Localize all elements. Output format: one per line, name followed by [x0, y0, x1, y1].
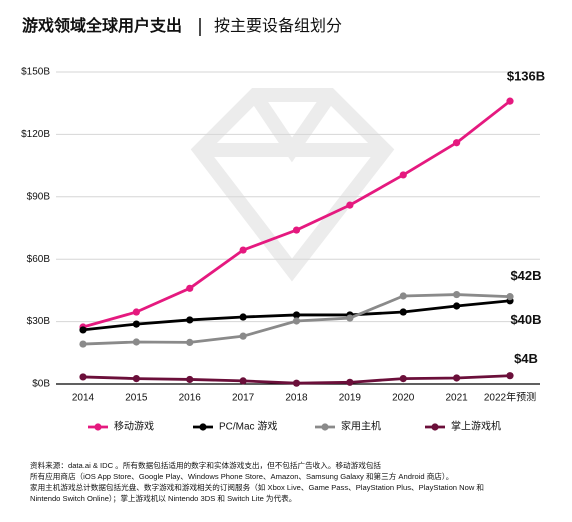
legend-item: 家用主机: [315, 420, 381, 433]
x-tick-label: 2016: [179, 393, 202, 404]
x-tick-label: 2020: [392, 393, 415, 404]
data-point: [346, 201, 354, 209]
legend-item: 移动游戏: [88, 420, 154, 433]
legend-label: 家用主机: [341, 420, 381, 433]
data-point: [239, 313, 247, 321]
footnote: Nintendo Switch Online）；掌上游戏机以 Nintendo …: [30, 493, 296, 503]
data-point: [239, 332, 247, 340]
chart-title: 游戏领域全球用户支出: [22, 16, 182, 35]
data-point: [292, 311, 301, 319]
legend-label: 移动游戏: [114, 420, 154, 433]
data-point: [346, 378, 354, 386]
data-point: [292, 226, 301, 234]
data-point: [186, 375, 194, 384]
legend-marker: [199, 423, 207, 431]
data-point: [453, 290, 461, 299]
legend-item: 掌上游戏机: [425, 420, 501, 433]
data-point: [132, 320, 140, 328]
x-tick-label: 2017: [232, 393, 255, 404]
footnote: 资料来源：data.ai & IDC 。所有数据包括适用的数字和实体游戏支出，但…: [30, 460, 381, 470]
data-point: [453, 139, 461, 147]
watermark: [190, 88, 395, 282]
data-point: [506, 293, 514, 301]
x-tick-label: 2014: [72, 393, 95, 404]
data-point: [292, 317, 301, 325]
data-point: [506, 97, 514, 105]
data-point: [239, 377, 247, 385]
data-label: $40B: [510, 312, 541, 327]
y-tick-label: $120B: [21, 129, 50, 140]
data-point: [453, 302, 461, 310]
data-point: [453, 374, 461, 382]
y-tick-label: $0B: [32, 379, 50, 390]
data-point: [346, 314, 354, 322]
data-point: [132, 308, 140, 316]
legend-marker: [431, 423, 439, 431]
data-point: [79, 326, 87, 334]
x-tick-label: 2015: [125, 393, 148, 404]
data-point: [186, 338, 194, 346]
x-tick-label: 2022年预测: [484, 391, 536, 404]
data-label: $136B: [507, 69, 545, 84]
data-point: [79, 340, 87, 348]
legend-marker: [321, 423, 329, 431]
footnote: 家用主机游戏总计数据包括光盘、数字游戏和游戏相关的订阅服务（如 Xbox Liv…: [30, 482, 484, 492]
legend-marker: [94, 423, 102, 431]
data-point: [186, 284, 194, 292]
legend-label: PC/Mac 游戏: [219, 420, 277, 433]
legend-item: PC/Mac 游戏: [193, 420, 277, 433]
data-point: [239, 246, 247, 254]
data-point: [132, 374, 140, 383]
x-tick-label: 2018: [285, 393, 308, 404]
data-label: $4B: [514, 351, 538, 366]
y-tick-label: $150B: [21, 67, 50, 78]
footnote: 所有应用商店（iOS App Store、Google Play、Windows…: [30, 471, 453, 481]
y-tick-label: $60B: [27, 254, 51, 265]
data-point: [399, 308, 407, 316]
data-point: [186, 316, 194, 324]
data-point: [79, 373, 87, 381]
data-point: [132, 338, 140, 346]
data-label: $42B: [510, 268, 541, 283]
legend-label: 掌上游戏机: [451, 420, 501, 433]
data-point: [399, 171, 407, 179]
data-point: [399, 374, 407, 383]
data-point: [399, 292, 407, 300]
data-point: [506, 372, 514, 380]
x-tick-label: 2021: [446, 393, 469, 404]
y-tick-label: $90B: [27, 191, 51, 202]
y-tick-label: $30B: [27, 316, 51, 327]
x-tick-label: 2019: [339, 393, 362, 404]
data-point: [292, 379, 301, 387]
chart-subtitle: 按主要设备组划分: [214, 17, 342, 35]
